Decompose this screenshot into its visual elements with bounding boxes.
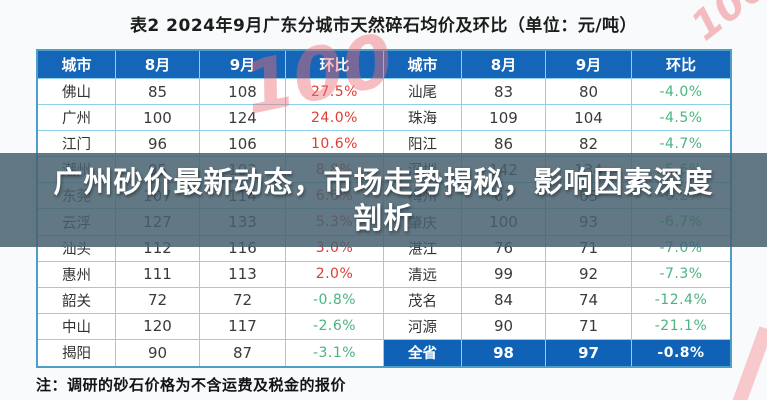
mom-value-cell: -2.6% <box>286 313 384 340</box>
mom-value-cell: -0.8% <box>286 287 384 314</box>
watermark-stripe <box>729 326 767 400</box>
aug-value-cell: 96 <box>116 131 200 158</box>
sep-value-cell: 97 <box>546 339 632 367</box>
aug-value-cell: 111 <box>116 261 200 288</box>
header-cell: 9月 <box>546 51 632 79</box>
mom-value-cell: -12.4% <box>632 287 730 314</box>
mom-value-cell: 2.0% <box>286 261 384 288</box>
mom-value-cell: 10.6% <box>286 131 384 158</box>
sep-value-cell: 92 <box>546 261 632 288</box>
sep-value-cell: 72 <box>200 287 286 314</box>
mom-value-cell: -4.5% <box>632 105 730 132</box>
headline-line-1: 广州砂价最新动态，市场走势揭秘，影响因素深度 <box>53 165 714 199</box>
header-cell: 城市 <box>384 51 462 79</box>
sep-value-cell: 87 <box>200 339 286 367</box>
sep-value-cell: 71 <box>546 313 632 340</box>
aug-value-cell: 85 <box>116 79 200 106</box>
mom-value-cell: -0.8% <box>632 339 730 367</box>
city-cell: 中山 <box>38 313 116 340</box>
aug-value-cell: 98 <box>462 339 546 367</box>
mom-value-cell: -4.7% <box>632 131 730 158</box>
city-cell: 珠海 <box>384 105 462 132</box>
aug-value-cell: 90 <box>462 313 546 340</box>
table-title: 表2 2024年9月广东分城市天然碎石均价及环比（单位：元/吨） <box>129 16 638 36</box>
city-cell: 揭阳 <box>38 339 116 367</box>
headline-banner: 广州砂价最新动态，市场走势揭秘，影响因素深度 剖析 <box>0 153 767 247</box>
sep-value-cell: 124 <box>200 105 286 132</box>
city-cell: 河源 <box>384 313 462 340</box>
aug-value-cell: 90 <box>116 339 200 367</box>
footnote: 注：调研的砂石价格为不含运费及税金的报价 <box>36 376 347 394</box>
city-cell: 茂名 <box>384 287 462 314</box>
city-cell: 全省 <box>384 339 462 367</box>
header-cell: 8月 <box>462 51 546 79</box>
header-cell: 环比 <box>286 51 384 79</box>
header-cell: 9月 <box>200 51 286 79</box>
sep-value-cell: 80 <box>546 79 632 106</box>
aug-value-cell: 99 <box>462 261 546 288</box>
aug-value-cell: 109 <box>462 105 546 132</box>
mom-value-cell: 24.0% <box>286 105 384 132</box>
city-cell: 汕尾 <box>384 79 462 106</box>
city-cell: 韶关 <box>38 287 116 314</box>
mom-value-cell: -3.1% <box>286 339 384 367</box>
aug-value-cell: 100 <box>116 105 200 132</box>
header-cell: 8月 <box>116 51 200 79</box>
mom-value-cell: -4.0% <box>632 79 730 106</box>
aug-value-cell: 120 <box>116 313 200 340</box>
aug-value-cell: 84 <box>462 287 546 314</box>
mom-value-cell: -21.1% <box>632 313 730 340</box>
header-cell: 环比 <box>632 51 730 79</box>
sep-value-cell: 82 <box>546 131 632 158</box>
city-cell: 佛山 <box>38 79 116 106</box>
sep-value-cell: 108 <box>200 79 286 106</box>
sep-value-cell: 106 <box>200 131 286 158</box>
aug-value-cell: 72 <box>116 287 200 314</box>
sep-value-cell: 104 <box>546 105 632 132</box>
sep-value-cell: 74 <box>546 287 632 314</box>
mom-value-cell: 27.5% <box>286 79 384 106</box>
city-cell: 阳江 <box>384 131 462 158</box>
city-cell: 广州 <box>38 105 116 132</box>
header-cell: 城市 <box>38 51 116 79</box>
headline-line-2: 剖析 <box>353 201 414 235</box>
city-cell: 惠州 <box>38 261 116 288</box>
aug-value-cell: 83 <box>462 79 546 106</box>
sep-value-cell: 113 <box>200 261 286 288</box>
mom-value-cell: -7.3% <box>632 261 730 288</box>
sep-value-cell: 117 <box>200 313 286 340</box>
city-cell: 清远 <box>384 261 462 288</box>
